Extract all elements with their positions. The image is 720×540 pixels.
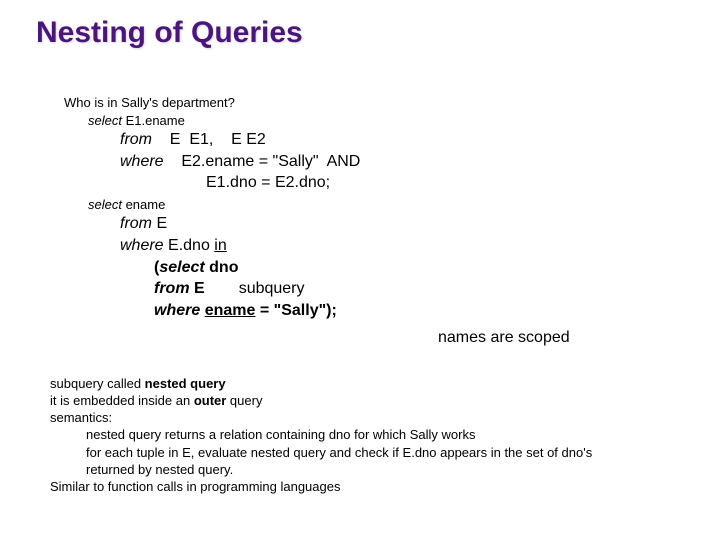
query1-select: select E1.ename: [88, 112, 688, 130]
scoped-note: names are scoped: [438, 327, 688, 349]
explanation: subquery called nested query it is embed…: [50, 375, 688, 495]
ename-underlined: ename: [205, 302, 256, 319]
exp-line-6: returned by nested query.: [86, 461, 688, 478]
subquery-select: (select dno: [154, 257, 688, 279]
select-kw: select: [88, 113, 122, 128]
from2-tables: E: [152, 215, 167, 232]
where-kw-2: where: [120, 237, 164, 254]
subquery-from: from E: [154, 278, 205, 300]
select3-cols: dno: [205, 259, 239, 276]
in-kw: in: [214, 237, 226, 254]
outer-bold: outer: [194, 393, 227, 408]
query2-from: from E: [120, 213, 688, 235]
query1-where-cont: E1.dno = E2.dno;: [206, 172, 688, 194]
where1-cond: E2.ename = "Sally" AND: [164, 153, 361, 170]
select2-cols: ename: [122, 197, 165, 212]
from-kw-2: from: [120, 215, 152, 232]
exp-line-2: it is embedded inside an outer query: [50, 392, 688, 409]
eq-sally: = "Sally");: [255, 302, 336, 319]
where2-expr: E.dno: [164, 237, 215, 254]
exp-line-7: Similar to function calls in programming…: [50, 478, 688, 495]
from-kw: from: [120, 131, 152, 148]
from3-tables: E: [190, 280, 205, 297]
slide-title: Nesting of Queries: [36, 16, 688, 50]
where-kw: where: [120, 153, 164, 170]
select-kw-2: select: [88, 197, 122, 212]
exp-line-1: subquery called nested query: [50, 375, 688, 392]
exp-line-3: semantics:: [50, 409, 688, 426]
where-kw-3: where: [154, 302, 200, 319]
from1-tables: E E1, E E2: [152, 131, 266, 148]
query2-select: select ename: [88, 196, 688, 214]
query1-where: where E2.ename = "Sally" AND: [120, 151, 688, 173]
nested-query-bold: nested query: [145, 376, 226, 391]
select-kw-3: select: [159, 259, 204, 276]
from-kw-3: from: [154, 280, 190, 297]
query1-from: from E E1, E E2: [120, 129, 688, 151]
slide-body: Who is in Sally's department? select E1.…: [36, 94, 688, 495]
subquery-where: where ename = "Sally");: [154, 300, 688, 322]
query2-where: where E.dno in: [120, 235, 688, 257]
exp-line-5: for each tuple in E, evaluate nested que…: [86, 444, 688, 461]
exp-line-4: nested query returns a relation containi…: [86, 426, 688, 443]
select1-cols: E1.ename: [122, 113, 185, 128]
question-text: Who is in Sally's department?: [64, 94, 688, 112]
subquery-label: subquery: [239, 278, 305, 300]
